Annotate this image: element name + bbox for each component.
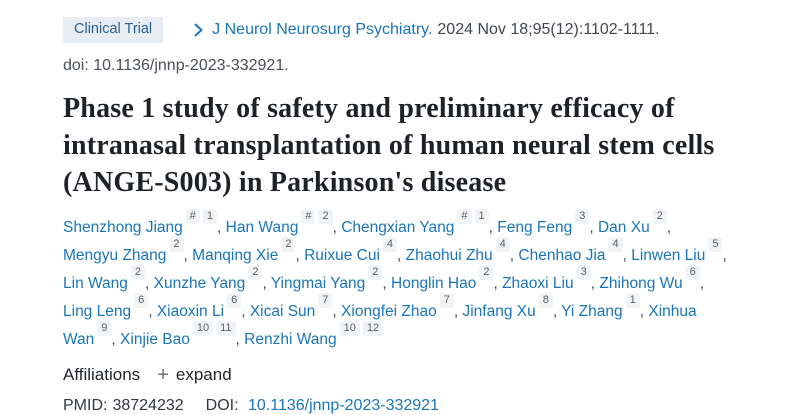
- affiliations-expand-button[interactable]: + expand: [157, 365, 231, 385]
- chevron-right-icon: [193, 22, 204, 38]
- author-link[interactable]: Han Wang: [225, 218, 299, 236]
- affiliation-superscript[interactable]: 12: [362, 321, 384, 337]
- author-link[interactable]: Ruixue Cui: [304, 246, 380, 264]
- identifiers-row: PMID: 38724232 DOI: 10.1136/jnnp-2023-33…: [63, 397, 730, 415]
- affiliation-superscript[interactable]: 10: [192, 321, 214, 337]
- author-link[interactable]: Zhaoxi Liu: [502, 274, 574, 292]
- citation-row: Clinical Trial J Neurol Neurosurg Psychi…: [63, 17, 730, 43]
- author-list: Shenzhong Jiang# 1, Han Wang# 2, Chengxian…: [63, 209, 727, 348]
- affiliation-superscript[interactable]: 11: [216, 321, 236, 337]
- author-link[interactable]: Chengxian Yang: [341, 218, 455, 236]
- affiliation-superscript[interactable]: 3: [576, 265, 591, 281]
- author-link[interactable]: Yi Zhang: [561, 302, 623, 320]
- author-link[interactable]: Dan Xu: [597, 218, 650, 236]
- author-link[interactable]: Zhihong Wu: [599, 274, 683, 292]
- author-link[interactable]: Zhaohui Zhu: [405, 246, 493, 264]
- author-link[interactable]: Renzhi Wang: [244, 330, 337, 348]
- author-link[interactable]: Xiaoxin Li: [156, 302, 225, 320]
- author-link[interactable]: Yingmai Yang: [270, 274, 366, 292]
- affiliation-superscript[interactable]: 5: [708, 237, 723, 253]
- doi-group: DOI: 10.1136/jnnp-2023-332921: [206, 397, 439, 415]
- affiliation-superscript[interactable]: 1: [202, 209, 218, 225]
- author-link[interactable]: Mengyu Zhang: [63, 246, 167, 264]
- affiliation-superscript[interactable]: 2: [169, 237, 184, 253]
- citation-details: 2024 Nov 18;95(12):1102-1111.: [437, 20, 660, 38]
- author-link[interactable]: Xinjie Bao: [120, 330, 190, 348]
- pmid-label: PMID:: [63, 396, 108, 414]
- author-link[interactable]: Honglin Hao: [391, 274, 477, 292]
- plus-icon: +: [157, 363, 169, 386]
- affiliation-superscript[interactable]: 1: [625, 293, 640, 309]
- doi-link[interactable]: 10.1136/jnnp-2023-332921: [247, 396, 439, 414]
- affiliation-superscript[interactable]: 2: [248, 265, 263, 281]
- author-link[interactable]: Xunzhe Yang: [153, 274, 246, 292]
- journal-link[interactable]: J Neurol Neurosurg Psychiatry.: [212, 20, 433, 38]
- affiliation-superscript[interactable]: 9: [97, 321, 112, 337]
- author-link[interactable]: Chenhao Jia: [518, 246, 606, 264]
- affiliation-superscript[interactable]: 4: [608, 237, 623, 253]
- author-link[interactable]: Xicai Sun: [249, 302, 316, 320]
- affiliation-superscript[interactable]: #: [301, 209, 316, 225]
- affiliation-superscript[interactable]: 10: [339, 321, 360, 337]
- publication-type-badge: Clinical Trial: [63, 17, 164, 43]
- affiliation-superscript[interactable]: 2: [368, 265, 383, 281]
- affiliation-superscript[interactable]: 6: [685, 265, 700, 281]
- affiliation-superscript[interactable]: 4: [495, 237, 510, 253]
- affiliation-superscript[interactable]: 6: [134, 293, 149, 309]
- author-link[interactable]: Shenzhong Jiang: [63, 218, 183, 236]
- expand-label: expand: [175, 364, 232, 384]
- affiliations-row: Affiliations + expand: [63, 365, 730, 385]
- affiliation-superscript[interactable]: 7: [318, 293, 333, 309]
- affiliation-superscript[interactable]: 8: [538, 293, 553, 309]
- affiliations-label: Affiliations: [63, 364, 141, 384]
- affiliation-superscript[interactable]: 4: [382, 237, 398, 253]
- affiliation-superscript[interactable]: #: [185, 209, 200, 225]
- author-link[interactable]: Feng Feng: [497, 218, 573, 236]
- article-title: Phase 1 study of safety and preliminary …: [63, 92, 715, 198]
- affiliation-superscript[interactable]: 2: [479, 265, 494, 281]
- affiliation-superscript[interactable]: 2: [130, 265, 146, 281]
- author-link[interactable]: Manqing Xie: [192, 246, 279, 264]
- author-link[interactable]: Jinfang Xu: [462, 302, 536, 320]
- affiliation-superscript[interactable]: 1: [474, 209, 489, 225]
- affiliation-superscript[interactable]: 2: [281, 237, 296, 253]
- author-link[interactable]: Ling Leng: [63, 302, 132, 320]
- author-link[interactable]: Xinhua Wan: [63, 302, 697, 348]
- affiliation-superscript[interactable]: 7: [439, 293, 454, 309]
- author-link[interactable]: Lin Wang: [63, 274, 128, 292]
- affiliation-superscript[interactable]: 3: [575, 209, 590, 225]
- author-link[interactable]: Xiongfei Zhao: [341, 302, 437, 320]
- doi-line: doi: 10.1136/jnnp-2023-332921.: [63, 56, 289, 74]
- affiliation-superscript[interactable]: 2: [652, 209, 667, 225]
- author-link[interactable]: Linwen Liu: [631, 246, 706, 264]
- doi-label: DOI:: [205, 396, 239, 414]
- affiliation-superscript[interactable]: 6: [227, 293, 242, 309]
- affiliation-superscript[interactable]: #: [457, 209, 472, 225]
- affiliation-superscript[interactable]: 2: [318, 209, 333, 225]
- pmid-value: 38724232: [112, 396, 184, 414]
